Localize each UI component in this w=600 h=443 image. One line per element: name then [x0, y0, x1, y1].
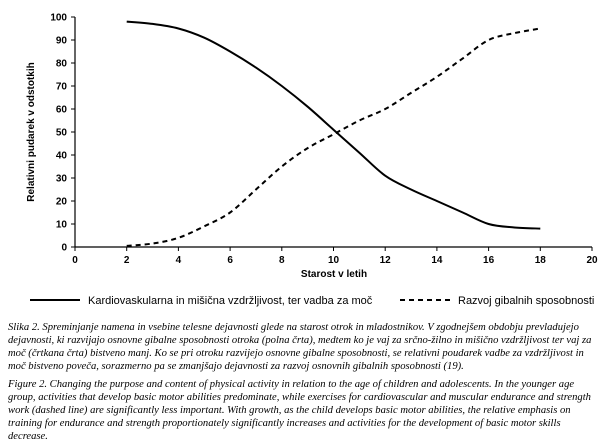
y-tick-group: 0 10 20 30 40 50 60 70 80 90 100 [50, 13, 75, 254]
x-tick-label: 12 [380, 255, 392, 266]
x-tick-label: 10 [328, 255, 340, 266]
x-tick-label: 2 [124, 255, 130, 266]
y-tick-label: 10 [56, 220, 68, 231]
y-tick-label: 80 [56, 59, 68, 70]
y-tick-label: 0 [61, 243, 67, 254]
series-line-cardio [126, 20, 541, 230]
y-tick-label: 40 [56, 151, 68, 162]
y-axis-title: Relativni pudarek v odstotkih [26, 62, 37, 201]
y-tick-label: 60 [56, 105, 68, 116]
line-chart: 0 10 20 30 40 50 60 70 80 90 100 0 2 4 6 8 10 12 14 16 18 20… [26, 13, 598, 308]
x-tick-label: 20 [586, 255, 598, 266]
series-line-motor [126, 27, 541, 247]
figure-caption-english: Figure 2. Changing the purpose and conte… [8, 379, 591, 442]
x-tick-label: 14 [431, 255, 443, 266]
x-tick-label: 4 [176, 255, 182, 266]
y-tick-label: 70 [56, 82, 68, 93]
chart-axes [74, 17, 592, 248]
x-tick-group: 0 2 4 6 8 10 12 14 16 18 20 [72, 247, 598, 266]
legend-label-motor: Razvoj gibalnih sposobnosti [458, 295, 594, 307]
x-axis-title: Starost v letih [301, 269, 367, 280]
x-tick-label: 6 [227, 255, 233, 266]
y-tick-label: 30 [56, 174, 68, 185]
legend-label-cardio: Kardiovaskularna in mišična vzdržljivost… [88, 295, 373, 307]
chart-legend: Kardiovaskularna in mišična vzdržljivost… [30, 295, 594, 307]
y-tick-label: 20 [56, 197, 68, 208]
x-tick-label: 18 [535, 255, 547, 266]
x-tick-label: 0 [72, 255, 78, 266]
series-group [126, 20, 541, 247]
y-tick-label: 100 [50, 13, 67, 24]
x-tick-label: 16 [483, 255, 495, 266]
figure-caption-slovenian: Slika 2. Spreminjanje namena in vsebine … [8, 322, 592, 372]
y-tick-label: 90 [56, 36, 68, 47]
y-tick-label: 50 [56, 128, 68, 139]
x-tick-label: 8 [279, 255, 285, 266]
